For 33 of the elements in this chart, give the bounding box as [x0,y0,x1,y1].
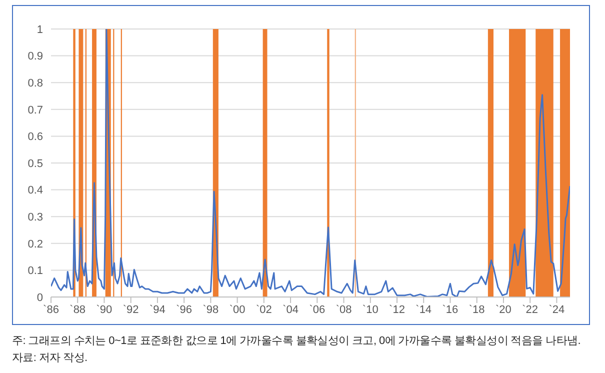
text: 주: 그래프의 수치는 0~1로 표준화한 값으로 1에 가까울수록 불확실성이 크고, 0에 가까울수록 불확실성이 적음을 나타냄. [12,334,582,349]
y-tick-label: 0 [36,292,43,304]
x-tick-label: `94 [150,304,166,316]
y-tick-label: 0.4 [28,184,43,197]
y-tick-label: 0.2 [28,238,43,250]
y-tick-label: 0.9 [28,50,43,63]
x-tick-label: `00 [229,304,246,316]
x-tick-label: `12 [389,304,405,316]
y-tick-label: 0.8 [28,78,43,90]
x-tick-label: `06 [309,304,326,316]
x-tick-label: `04 [282,304,298,316]
x-tick-label: `14 [416,304,432,316]
y-tick-label: 0.3 [28,212,43,224]
y-tick-label: 0.7 [28,104,43,116]
x-tick-label: `22 [522,304,538,316]
x-tick-label: `02 [256,304,272,316]
x-tick-label: `08 [336,304,352,316]
x-tick-label: `90 [96,304,112,316]
x-tick-label: `20 [496,304,512,316]
x-tick-label: `98 [202,304,219,316]
x-tick-label: `92 [122,304,139,316]
x-tick-label: `16 [442,304,458,316]
x-tick-label: `10 [362,304,378,316]
x-tick-label: `88 [70,304,86,316]
y-tick-label: 0.1 [28,265,43,278]
text: 자료: 저자 작성. [12,351,88,366]
y-tick-label: 0.6 [28,131,43,144]
y-tick-label: 1 [36,24,43,36]
x-tick-label: `18 [468,304,485,316]
x-tick-label: `96 [176,304,192,316]
x-tick-label: `86 [43,304,59,316]
x-tick-label: `24 [548,304,565,316]
y-tick-label: 0.5 [28,158,43,170]
